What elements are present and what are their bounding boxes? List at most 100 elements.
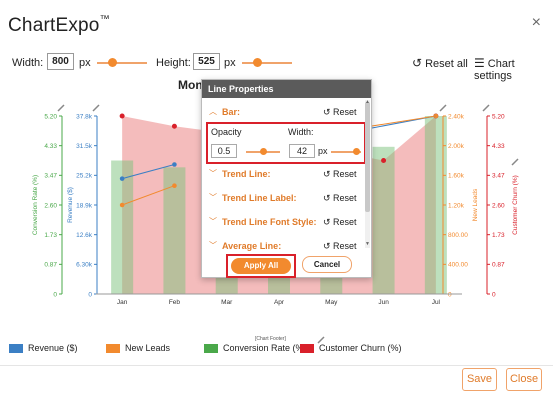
revenue-tick-label: 18.9k [76,202,93,209]
bar-width-slider-handle[interactable] [353,148,360,155]
conversion-axis-title: Conversion Rate (%) [32,175,39,235]
chevron-down-icon[interactable]: ﹀ [209,169,217,178]
toolbar: Width: 800 px Height: 525 px ↺ Reset all … [0,53,553,82]
legend-item-customer-churn[interactable]: Customer Churn (%) [300,343,402,353]
legend-item-new-leads[interactable]: New Leads [106,343,170,353]
chart-footer[interactable]: [Chart Footer] [255,336,286,342]
undo-icon: ↺ [323,169,334,179]
opacity-label: Opacity [211,127,242,137]
average-line-reset-button[interactable]: ↺ Reset [323,241,357,251]
chevron-down-icon[interactable]: ﹀ [209,241,217,250]
churn-tick-label: 1.73 [492,232,505,239]
chart-title[interactable]: Mon [178,78,203,92]
scroll-down-icon[interactable]: ▼ [365,241,370,247]
edit-pencil-icon [439,104,447,112]
width-input[interactable]: 800 [47,53,74,70]
leads-tick-label: 400.00 [448,262,468,269]
opacity-slider[interactable] [246,148,280,155]
revenue-axis-title: Revenue ($) [67,187,74,223]
churn-point-feb [171,123,177,129]
height-label: Height: [156,57,191,69]
leads-line-segment [371,115,436,127]
x-tick-label-jul: Jul [432,299,441,306]
scrollbar-thumb[interactable] [365,102,370,212]
leads-tick-label: 0 [448,291,452,298]
leads-point-jul [433,113,439,119]
x-tick-label-jan: Jan [117,299,128,306]
section-average-line[interactable]: ﹀ Average Line: ↺ Reset [209,241,357,251]
reset-all-button[interactable]: ↺ Reset all [412,56,468,70]
leads-line-segment [121,185,175,206]
height-slider[interactable] [242,58,292,67]
chart-legend: Revenue ($) New Leads Conversion Rate (%… [0,343,553,359]
bar-conversion-feb [163,167,186,294]
sliders-icon: ☰ [474,56,485,70]
apply-all-button[interactable]: Apply All [231,258,291,274]
leads-tick-label: 2.40k [448,113,465,120]
undo-icon: ↺ [323,107,334,117]
churn-tick-label: 2.60 [492,202,505,209]
x-tick-label-jun: Jun [378,299,389,306]
section-trend-line[interactable]: ﹀ Trend Line: ↺ Reset [209,169,357,179]
scroll-up-icon[interactable]: ▲ [365,99,370,105]
revenue-tick-label: 0 [88,291,92,298]
legend-swatch [9,343,23,353]
edit-pencil-icon [482,104,490,112]
revenue-tick-label: 31.5k [76,143,93,150]
churn-tick-label: 0.87 [492,262,505,269]
conversion-tick-label: 4.33 [44,143,57,150]
section-bar[interactable]: ︿ Bar: ↺ Reset [209,107,357,117]
churn-tick-label: 3.47 [492,173,505,180]
dialog-scrollbar[interactable] [365,100,370,248]
section-trend-line-font-style[interactable]: ﹀ Trend Line Font Style: ↺ Reset [209,217,357,227]
bar-conversion-jul [424,116,447,294]
opacity-input[interactable]: 0.5 [211,144,237,158]
churn-tick-label: 4.33 [492,143,505,150]
trend-line-reset-button[interactable]: ↺ Reset [323,169,357,179]
churn-point-jun [381,158,387,163]
chevron-down-icon[interactable]: ﹀ [209,217,217,226]
bar-conversion-jan [111,160,134,294]
chevron-down-icon[interactable]: ﹀ [209,193,217,202]
save-button[interactable]: Save [462,368,497,391]
leads-tick-label: 800.00 [448,232,468,239]
revenue-tick-label: 12.6k [76,232,93,239]
x-tick-label-mar: Mar [221,299,233,306]
dialog-title: Line Properties [202,80,371,98]
churn-axis-title: Customer Churn (%) [512,175,519,235]
undo-icon: ↺ [323,193,334,203]
revenue-point-feb [172,162,177,167]
bar-width-input[interactable]: 42 [289,144,315,158]
chevron-up-icon[interactable]: ︿ [209,107,217,116]
width-slider[interactable] [97,58,147,67]
cancel-button[interactable]: Cancel [302,256,352,273]
trend-line-font-reset-button[interactable]: ↺ Reset [323,217,357,227]
legend-swatch [300,343,314,353]
bar-width-slider[interactable] [331,148,361,155]
conversion-tick-label: 5.20 [44,113,57,120]
height-slider-handle[interactable] [253,58,262,67]
undo-icon: ↺ [323,241,334,251]
width-field-label: Width: [288,127,314,137]
app-title: ChartExpo™ [8,14,110,36]
bar-reset-button[interactable]: ↺ Reset [323,107,357,117]
opacity-slider-handle[interactable] [260,148,267,155]
close-window-icon[interactable]: × [531,14,541,31]
churn-tick-label: 0 [492,291,496,298]
apply-all-highlight: Apply All [226,254,296,278]
highlight-frame: Opacity 0.5 Width: 42 px [206,122,366,164]
width-slider-handle[interactable] [108,58,117,67]
height-input[interactable]: 525 [193,53,220,70]
section-trend-line-label[interactable]: ﹀ Trend Line Label: ↺ Reset [209,193,357,203]
footer-divider [0,365,553,366]
revenue-tick-label: 37.8k [76,113,93,120]
edit-pencil-icon [317,336,325,344]
trend-line-label-reset-button[interactable]: ↺ Reset [323,193,357,203]
legend-item-revenue[interactable]: Revenue ($) [9,343,78,353]
width-unit: px [79,57,91,69]
leads-tick-label: 1.60k [448,173,465,180]
edit-pencil-icon [511,158,519,166]
chart-settings-button[interactable]: ☰ Chart settings [474,56,515,82]
close-button[interactable]: Close [506,368,542,391]
legend-item-conversion-rate[interactable]: Conversion Rate (%) [204,343,307,353]
